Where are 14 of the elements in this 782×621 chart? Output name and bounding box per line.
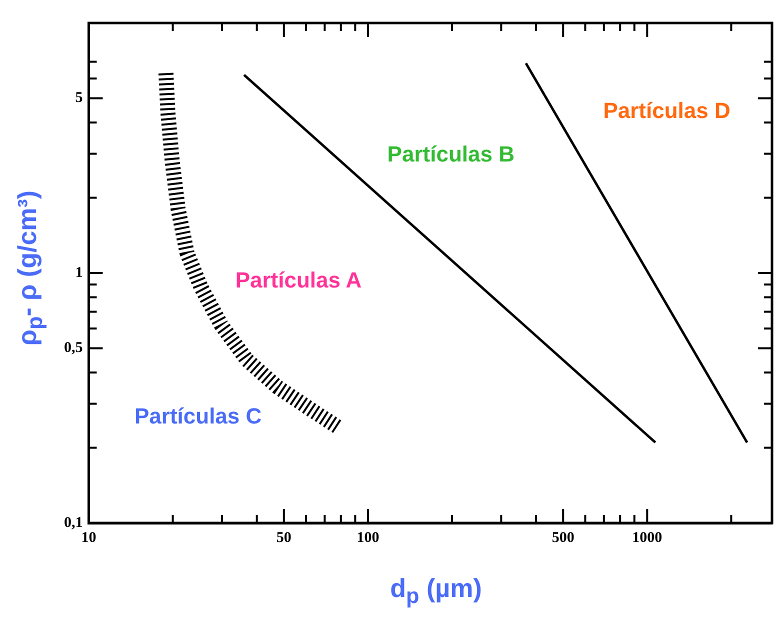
y-tick-label: 0,5 [64,340,83,356]
x-tick-label: 500 [552,530,574,546]
annotation: Partículas C [134,404,262,429]
x-tick-label: 50 [276,530,292,546]
x-axis-title: d$_{p}$ (µm) [389,572,483,609]
x-tick-label: 1000 [632,530,662,546]
annotation: Partículas B [387,142,514,167]
x-tick-label: 10 [81,530,96,546]
annotation: Partículas A [235,268,362,293]
x-tick-label: 100 [356,530,380,546]
y-tick-label: 5 [75,90,83,106]
y-tick-label: 0,1 [64,514,83,531]
y-tick-label: 1 [75,264,83,281]
annotation: Partículas D [603,98,730,124]
